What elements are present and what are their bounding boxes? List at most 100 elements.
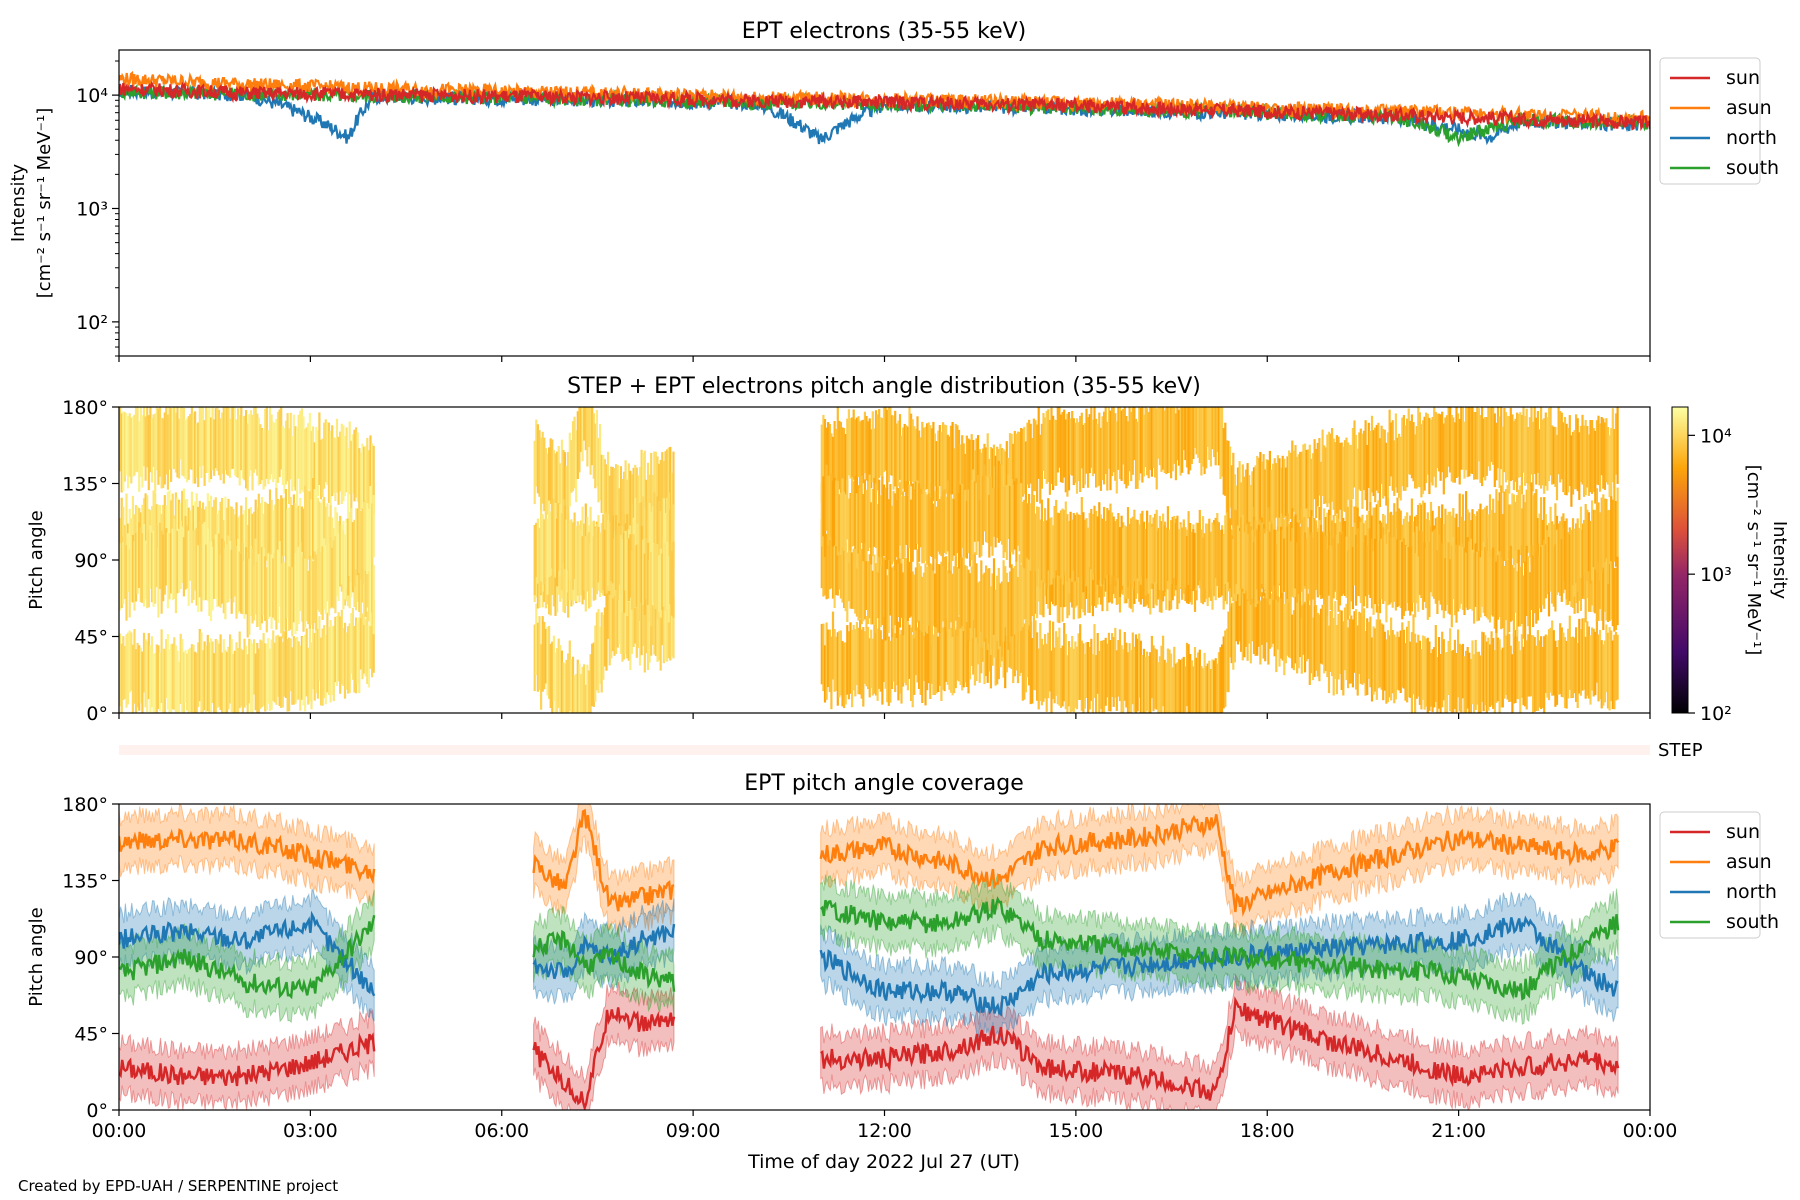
heatmap-cell: [1200, 666, 1203, 713]
heatmap-cell: [1347, 506, 1350, 586]
heatmap-cell: [1375, 540, 1378, 613]
heatmap-cell: [662, 538, 665, 607]
heatmap-cell: [567, 653, 570, 713]
heatmap-cell: [913, 629, 916, 695]
heatmap-cell: [289, 412, 292, 480]
heatmap-cell: [1597, 415, 1600, 486]
heatmap-cell: [1519, 412, 1522, 477]
heatmap-cell: [962, 493, 965, 557]
heatmap-cell: [1155, 509, 1158, 585]
heatmap-cell: [308, 412, 311, 492]
heatmap-cell: [168, 532, 171, 600]
heatmap-cell: [1442, 423, 1445, 495]
heatmap-cell: [1107, 510, 1110, 575]
heatmap-cell: [1098, 651, 1101, 713]
heatmap-cell: [969, 573, 972, 628]
heatmap-cell: [556, 648, 559, 713]
heatmap-cell: [1414, 516, 1417, 583]
heatmap-cell: [1358, 611, 1361, 674]
heatmap-cell: [1013, 594, 1016, 677]
heatmap-cell: [1458, 493, 1461, 571]
heatmap-cell: [1576, 518, 1579, 592]
heatmap-cell: [1136, 519, 1139, 579]
heatmap-cell: [1532, 421, 1535, 492]
heatmap-cell: [1391, 537, 1394, 608]
heatmap-cell: [208, 500, 211, 558]
heatmap-cell: [1394, 637, 1397, 700]
heatmap-cell: [943, 489, 946, 553]
heatmap-cell: [1540, 407, 1543, 489]
y-tick-label: 135°: [62, 871, 108, 893]
heatmap-cell: [852, 409, 855, 480]
heatmap-cell: [1348, 444, 1351, 509]
heatmap-cell: [586, 534, 589, 592]
heatmap-cell: [610, 510, 613, 582]
heatmap-cell: [1187, 644, 1190, 713]
heatmap-cell: [152, 530, 155, 607]
heatmap-cell: [1337, 543, 1340, 612]
heatmap-cell: [1179, 659, 1182, 713]
heatmap-cell: [147, 529, 150, 608]
heatmap-cell: [911, 483, 914, 562]
heatmap-cell: [203, 420, 206, 486]
heatmap-cell: [946, 480, 949, 552]
heatmap-cell: [1516, 495, 1519, 564]
panel4-title: EPT pitch angle coverage: [744, 771, 1024, 796]
heatmap-cell: [1329, 611, 1332, 672]
heatmap-cell: [1128, 523, 1131, 581]
heatmap-cell: [1114, 413, 1117, 481]
heatmap-cell: [1508, 504, 1511, 577]
heatmap-cell: [1053, 419, 1056, 486]
heatmap-cell: [1185, 536, 1189, 604]
heatmap-cell: [653, 492, 656, 575]
heatmap-cell: [1522, 494, 1525, 564]
heatmap-cell: [1200, 407, 1203, 476]
heatmap-cell: [1294, 514, 1297, 589]
heatmap-cell: [1434, 625, 1437, 702]
heatmap-cell: [1106, 421, 1109, 491]
heatmap-cell: [962, 443, 965, 515]
heatmap-cell: [964, 565, 967, 645]
heatmap-cell: [552, 635, 555, 701]
heatmap-cell: [297, 546, 300, 625]
heatmap-cell: [305, 558, 308, 622]
heatmap-cell: [235, 642, 238, 713]
heatmap-cell: [648, 502, 651, 569]
heatmap-cell: [1369, 616, 1372, 688]
heatmap-cell: [1509, 504, 1512, 570]
heatmap-cell: [221, 498, 224, 562]
heatmap-cell: [1589, 635, 1592, 705]
heatmap-cell: [1157, 531, 1160, 597]
heatmap-cell: [1554, 544, 1557, 612]
heatmap-cell: [1594, 545, 1597, 614]
legend-label-asun: asun: [1726, 97, 1772, 119]
heatmap-cell: [1040, 423, 1043, 489]
heatmap-cell: [1520, 545, 1523, 624]
heatmap-cell: [589, 654, 592, 713]
heatmap-cell: [1471, 640, 1474, 705]
heatmap-cell: [1504, 412, 1508, 483]
y-tick-label: 180°: [62, 794, 108, 816]
heatmap-cell: [1111, 512, 1114, 576]
heatmap-cell: [1318, 520, 1321, 596]
series-south-line: [819, 896, 1620, 1001]
heatmap-cell: [1423, 636, 1426, 710]
heatmap-cell: [186, 418, 189, 483]
heatmap-cell: [1024, 501, 1027, 557]
heatmap-cell: [860, 475, 863, 543]
heatmap-cell: [977, 474, 980, 542]
heatmap-cell: [227, 407, 230, 476]
heatmap-cell: [536, 518, 539, 584]
heatmap-cell: [961, 435, 964, 517]
heatmap-cell: [1527, 556, 1530, 627]
heatmap-cell: [1162, 635, 1165, 707]
heatmap-cell: [1417, 504, 1420, 575]
heatmap-cell: [1586, 509, 1589, 582]
heatmap-cell: [886, 575, 889, 640]
heatmap-cell: [1375, 424, 1378, 491]
heatmap-cell: [205, 544, 208, 600]
heatmap-cell: [142, 523, 146, 607]
heatmap-cell: [149, 525, 152, 589]
